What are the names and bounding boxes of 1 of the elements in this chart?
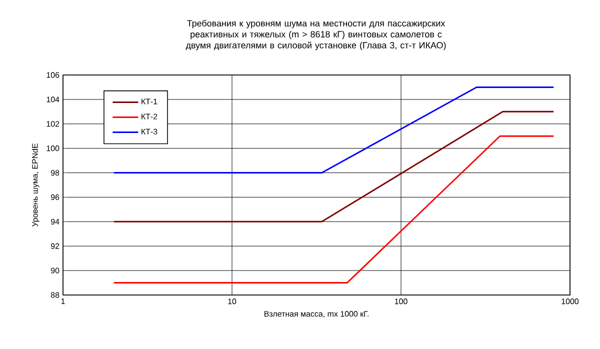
chart-title: Требования к уровням шума на местности для пассажирских реактивных и тяжелых (m > 8618 кГ) винтовых самолетов с двумя двигателями в силовой установке (Глава 3, ст-т ИКАО) <box>186 20 446 50</box>
